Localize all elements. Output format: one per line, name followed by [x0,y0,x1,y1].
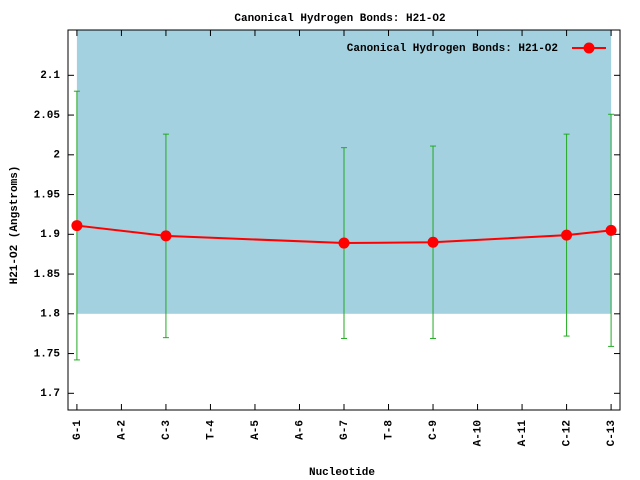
x-tick-label: A-5 [250,420,262,440]
y-tick-label: 1.9 [40,229,60,241]
x-tick-label: A-2 [116,420,128,440]
y-axis-label: H21-O2 (Angstroms) [9,166,21,285]
x-tick-label: A-6 [294,420,306,440]
y-tick-label: 1.95 [34,189,61,201]
data-point [427,236,439,248]
data-point [338,237,350,249]
chart-title: Canonical Hydrogen Bonds: H21-O2 [234,13,445,25]
x-tick-label: T-4 [205,420,217,440]
x-tick-label: A-10 [472,420,484,446]
x-tick-label: C-9 [428,420,440,440]
y-tick-label: 1.7 [40,388,60,400]
x-tick-label: C-13 [606,420,618,447]
x-tick-label: C-12 [561,420,573,446]
y-tick-label: 2.1 [40,70,60,82]
legend-marker [583,42,595,54]
y-tick-label: 1.85 [34,269,61,281]
y-tick-label: 1.75 [34,348,61,360]
x-tick-label: T-8 [383,420,395,440]
data-point [160,230,172,242]
x-tick-label: C-3 [161,420,173,440]
x-tick-label: A-11 [517,420,529,447]
y-tick-label: 2.05 [34,110,61,122]
data-point [561,229,573,241]
data-point [71,220,83,232]
y-tick-label: 2 [53,150,60,162]
legend-label: Canonical Hydrogen Bonds: H21-O2 [347,43,558,55]
data-point [605,224,617,236]
series-line [76,224,612,245]
x-tick-label: G-7 [339,420,351,440]
y-tick-label: 1.8 [40,309,60,321]
x-axis-label: Nucleotide [309,467,375,479]
x-tick-label: G-1 [72,420,84,440]
